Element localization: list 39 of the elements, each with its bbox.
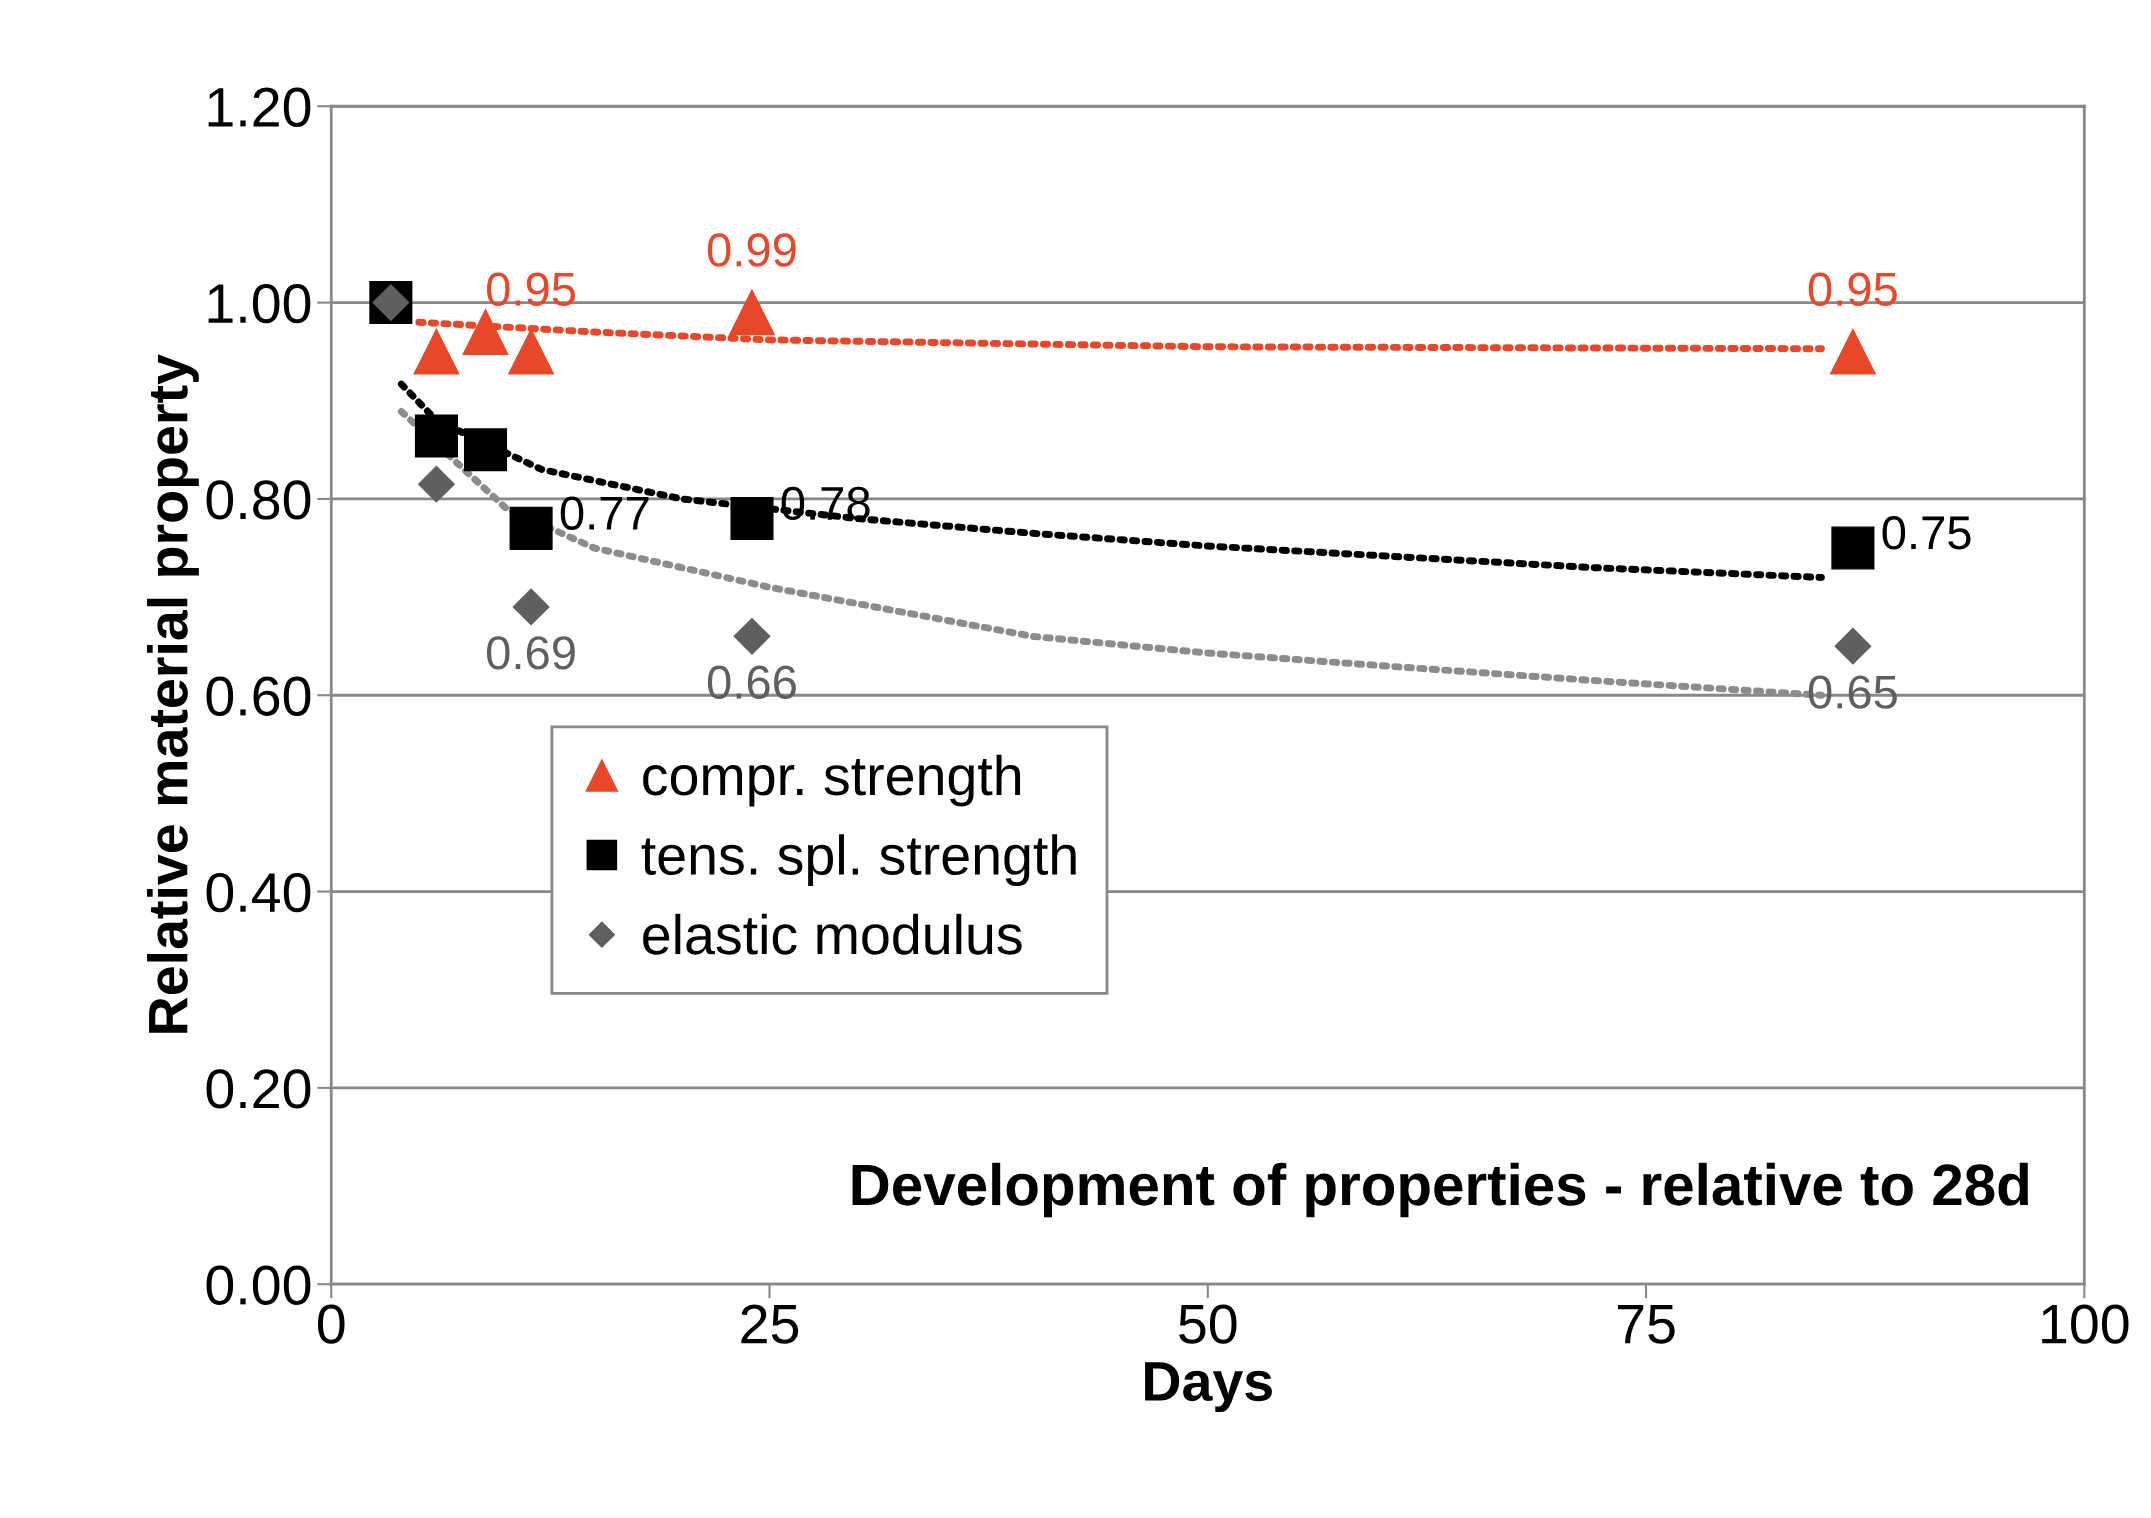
point (512, 588, 550, 626)
x-axis-title: Days (1145, 1362, 1272, 1413)
point (729, 289, 775, 336)
y-axis-title: Relative material property (147, 354, 199, 1033)
data-label: 0.66 (707, 665, 796, 700)
legend-label: elastic modulus (643, 913, 1022, 955)
point (462, 309, 509, 355)
point (508, 328, 555, 375)
point (733, 617, 771, 655)
point (1831, 526, 1875, 570)
data-label: 0.99 (707, 233, 796, 267)
y-tick-label: 0.60 (206, 676, 311, 716)
data-label: 0.95 (1808, 272, 1897, 307)
x-tick-label: 75 (1618, 1305, 1675, 1344)
y-tick-label: 1.00 (208, 283, 311, 324)
point (730, 497, 774, 541)
y-tick-label: 0.80 (206, 480, 311, 520)
y-tick-label: 0.20 (206, 1069, 311, 1109)
x-tick-label: 25 (741, 1304, 799, 1344)
data-label: 0.75 (1882, 516, 1971, 550)
point (509, 506, 553, 550)
y-tick-label: 0.40 (206, 872, 311, 913)
legend-label: tens. spl. strength (641, 834, 1076, 887)
point (1834, 627, 1872, 665)
point (418, 465, 455, 503)
data-label: 0.77 (560, 496, 649, 530)
x-tick-label: 100 (2042, 1304, 2129, 1344)
y-tick-label: 0.00 (206, 1265, 311, 1305)
point (413, 328, 460, 375)
point (463, 428, 508, 472)
data-label: 0.69 (487, 636, 575, 670)
data-label: 0.95 (487, 272, 576, 307)
x-tick-label: 50 (1179, 1304, 1237, 1344)
point (414, 414, 458, 458)
annotation: Development of properties - relative to 28d (852, 1162, 2028, 1218)
point (1829, 328, 1876, 375)
x-tick-label: 0 (317, 1304, 345, 1344)
y-tick-label: 1.20 (208, 87, 311, 127)
legend-label: compr. strength (643, 754, 1021, 807)
